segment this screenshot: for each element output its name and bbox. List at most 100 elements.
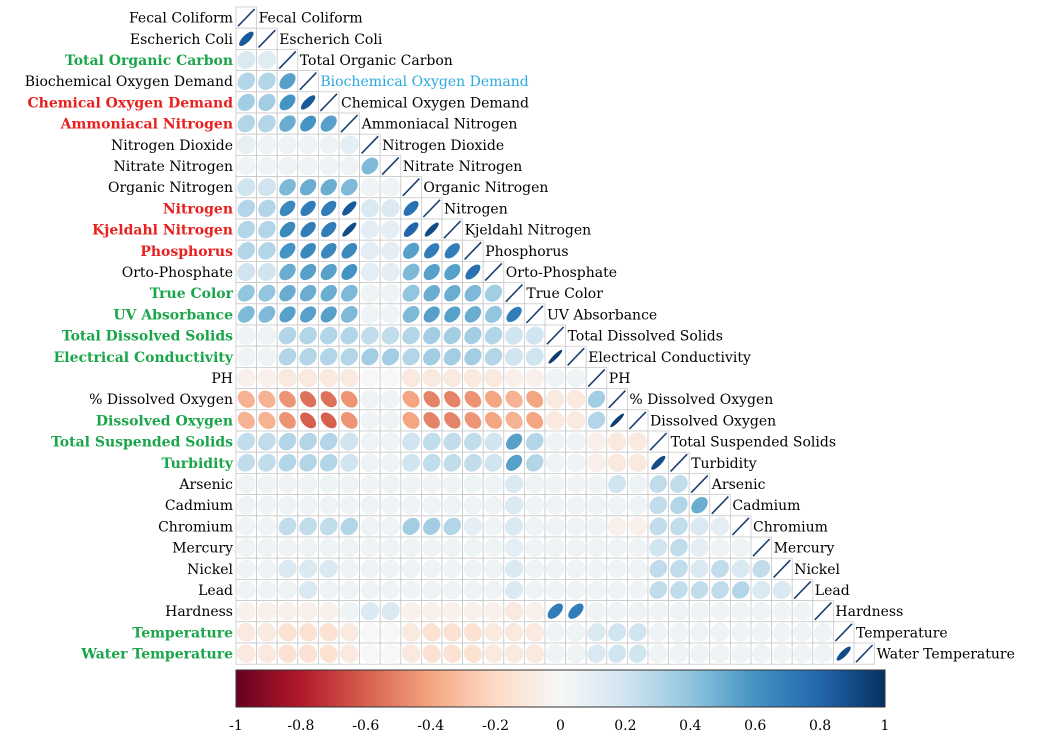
correlation-ellipse (484, 623, 503, 642)
correlation-ellipse (319, 156, 339, 176)
correlation-ellipse (690, 517, 709, 536)
correlation-ellipse (463, 644, 483, 663)
correlation-ellipse (402, 517, 420, 536)
correlation-ellipse (360, 177, 380, 197)
row-label: Organic Nitrogen (108, 180, 233, 196)
row-label: Nitrogen (163, 201, 233, 217)
correlation-ellipse (545, 538, 565, 557)
correlation-ellipse (361, 348, 379, 366)
correlation-ellipse (300, 391, 317, 408)
correlation-ellipse (710, 538, 730, 557)
correlation-ellipse (648, 644, 668, 663)
correlation-ellipse (381, 622, 400, 642)
correlation-ellipse (278, 432, 297, 451)
correlation-ellipse (442, 601, 462, 621)
correlation-ellipse (628, 559, 648, 579)
correlation-ellipse (319, 348, 338, 366)
correlation-ellipse (484, 517, 503, 536)
correlation-ellipse (402, 348, 420, 366)
colorbar-tick-label: -0.8 (287, 718, 314, 734)
correlation-ellipse (525, 495, 545, 515)
colorbar-tick-label: -0.6 (352, 718, 379, 734)
correlation-ellipse (628, 538, 648, 557)
row-label: Dissolved Oxygen (96, 413, 233, 429)
correlation-ellipse (401, 580, 421, 600)
correlation-ellipse (300, 115, 317, 132)
correlation-ellipse (299, 348, 317, 366)
correlation-ellipse (278, 517, 297, 536)
correlation-ellipse (463, 538, 483, 557)
correlation-ellipse (628, 517, 648, 536)
correlation-ellipse (239, 31, 254, 46)
correlation-ellipse (463, 495, 483, 515)
correlation-ellipse (381, 305, 400, 324)
correlation-ellipse (607, 538, 627, 557)
correlation-ellipse (401, 538, 421, 557)
correlation-ellipse (484, 601, 503, 621)
correlation-ellipse (711, 581, 729, 599)
correlation-ellipse (237, 199, 256, 218)
correlation-ellipse (278, 601, 297, 621)
correlation-ellipse (443, 453, 462, 472)
correlation-ellipse (443, 644, 462, 663)
correlation-ellipse (300, 95, 316, 110)
correlation-ellipse (423, 326, 441, 345)
correlation-ellipse (257, 156, 277, 176)
correlation-ellipse (279, 115, 296, 132)
diagonal-label: Turbidity (691, 456, 757, 472)
diagonal-label: Mercury (774, 541, 835, 557)
correlation-ellipse (566, 368, 586, 388)
correlation-ellipse (505, 347, 524, 366)
row-label: Hardness (165, 604, 233, 620)
correlation-ellipse (772, 623, 792, 642)
correlation-ellipse (731, 601, 751, 621)
correlation-ellipse (298, 623, 318, 642)
diagonal-slash (464, 241, 482, 260)
correlation-ellipse (505, 390, 523, 408)
colorbar-tick-label: 0.4 (679, 718, 701, 734)
correlation-ellipse (525, 601, 545, 621)
row-label: Lead (198, 583, 233, 599)
correlation-ellipse (401, 474, 421, 494)
correlation-ellipse (320, 391, 337, 408)
correlation-ellipse (525, 538, 545, 557)
correlation-ellipse (278, 644, 297, 663)
correlation-ellipse (258, 220, 276, 239)
correlation-ellipse (403, 222, 419, 237)
correlation-ellipse (257, 517, 277, 536)
row-label: Turbidity (161, 456, 233, 472)
correlation-ellipse (320, 263, 337, 281)
correlation-ellipse (299, 432, 317, 451)
correlation-ellipse (670, 538, 688, 557)
row-label: Orto-Phosphate (122, 265, 233, 281)
correlation-ellipse (442, 580, 462, 600)
correlation-ellipse (670, 517, 688, 536)
row-label: True Color (150, 286, 234, 302)
colorbar-tick-label: -0.4 (417, 718, 444, 734)
correlation-ellipse (381, 453, 400, 473)
correlation-ellipse (278, 454, 297, 472)
correlation-ellipse (545, 474, 565, 494)
row-label: Total Suspended Solids (51, 435, 233, 451)
diagonal-slash (258, 29, 276, 48)
correlation-ellipse (299, 326, 317, 345)
correlation-ellipse (752, 559, 771, 578)
diagonal-slash (422, 199, 441, 218)
correlation-ellipse (236, 495, 256, 515)
correlation-ellipse (278, 623, 297, 642)
matrix-cells (235, 6, 876, 665)
correlation-ellipse (484, 538, 503, 557)
correlation-ellipse (670, 496, 688, 514)
correlation-ellipse (442, 495, 462, 515)
correlation-ellipse (236, 580, 256, 600)
correlation-ellipse (279, 221, 296, 238)
correlation-ellipse (360, 305, 380, 324)
correlation-ellipse (568, 603, 584, 619)
correlation-ellipse (651, 455, 666, 470)
diagonal-label: Ammoniacal Nitrogen (361, 117, 518, 133)
correlation-ellipse (237, 93, 255, 112)
colorbar-tick-label: 1 (881, 718, 890, 734)
correlation-ellipse (237, 178, 256, 197)
correlation-ellipse (587, 411, 606, 430)
correlation-ellipse (422, 495, 442, 515)
